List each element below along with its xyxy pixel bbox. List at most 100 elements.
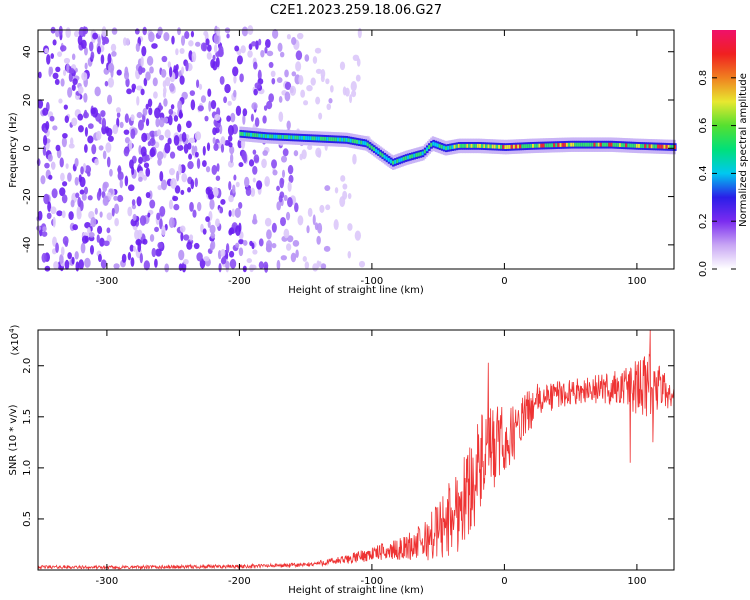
- spectrogram-noise-blob: [102, 37, 110, 45]
- spectrogram-noise-blob: [201, 160, 207, 167]
- spectrogram-noise-blob: [71, 53, 76, 61]
- spectrogram-noise-blob: [179, 225, 186, 233]
- spectrogram-noise-blob: [145, 103, 149, 110]
- spectrogram-noise-blob: [317, 222, 323, 234]
- spectrogram-signal-peak: [589, 142, 592, 147]
- spectrogram-signal-peak: [415, 153, 418, 157]
- spectrogram-noise-blob: [158, 134, 165, 141]
- spectrogram-noise-blob: [194, 131, 202, 141]
- spectrogram-noise-blob: [298, 75, 304, 85]
- spectrogram-x-tick-label: -100: [361, 276, 384, 287]
- spectrogram-noise-blob: [292, 240, 300, 247]
- spectrogram-noise-blob: [190, 99, 196, 111]
- snr-y-tick-label: 2.0: [22, 358, 33, 374]
- spectrogram-noise-blob: [238, 202, 243, 209]
- spectrogram-noise-blob: [231, 208, 235, 218]
- spectrogram-noise-blob: [83, 111, 89, 119]
- spectrogram-noise-blob: [105, 142, 112, 153]
- spectrogram-noise-blob: [173, 115, 179, 122]
- spectrogram-noise-blob: [168, 217, 175, 229]
- colorbar-tick-label: 0.4: [698, 165, 709, 181]
- spectrogram-noise-blob: [270, 70, 276, 78]
- spectrogram-signal-peak: [642, 144, 645, 148]
- spectrogram-signal-peak: [572, 142, 575, 147]
- spectrogram-signal-peak: [404, 156, 407, 160]
- spectrogram-noise-blob: [142, 26, 147, 36]
- spectrogram-signal-peak: [286, 135, 289, 140]
- spectrogram-noise-blob: [287, 181, 292, 192]
- spectrogram-signal-peak: [648, 144, 651, 149]
- spectrogram-noise-blob: [68, 143, 75, 149]
- spectrogram-noise-blob: [82, 26, 86, 37]
- spectrogram-signal-peak: [332, 137, 335, 142]
- spectrogram-noise-blob: [111, 51, 117, 57]
- spectrogram-noise-blob: [48, 174, 53, 180]
- spectrogram-noise-blob: [287, 196, 293, 208]
- spectrogram-signal-peak: [453, 144, 456, 149]
- spectrogram-noise-blob: [106, 227, 111, 234]
- spectrogram-noise-blob: [271, 77, 276, 85]
- spectrogram-signal-peak: [563, 142, 566, 147]
- spectrogram-noise-blob: [107, 135, 114, 142]
- spectrogram-noise-blob: [218, 45, 224, 56]
- spectrogram-noise-blob: [78, 259, 84, 270]
- spectrogram-noise-blob: [84, 144, 88, 153]
- spectrogram-noise-blob: [248, 159, 255, 167]
- spectrogram-noise-blob: [347, 192, 352, 200]
- spectrogram-noise-blob: [276, 77, 283, 83]
- spectrogram-noise-blob: [106, 212, 113, 221]
- spectrogram-noise-blob: [183, 234, 190, 241]
- spectrogram-noise-blob: [107, 77, 115, 88]
- spectrogram-signal-peak: [599, 142, 602, 147]
- spectrogram-signal-peak: [330, 137, 333, 142]
- spectrogram-noise-blob: [116, 69, 122, 76]
- spectrogram-noise-blob: [216, 163, 220, 172]
- spectrogram-noise-blob: [279, 191, 285, 199]
- spectrogram-noise-blob: [125, 77, 130, 88]
- spectrogram-noise-blob: [219, 75, 225, 85]
- spectrogram-noise-blob: [121, 253, 127, 263]
- colorbar: 0.0 0.2 0.4 0.6 0.8 Normalized spectral ampl…: [698, 30, 749, 277]
- spectrogram-signal-peak: [389, 159, 392, 164]
- spectrogram-signal-peak: [392, 160, 395, 165]
- spectrogram-noise-blob: [208, 100, 212, 112]
- spectrogram-signal-peak: [629, 143, 632, 148]
- spectrogram-noise-blob: [96, 191, 101, 201]
- spectrogram-noise-blob: [113, 195, 118, 201]
- spectrogram-noise-blob: [228, 250, 235, 258]
- spectrogram-noise-blob: [97, 225, 103, 235]
- spectrogram-noise-blob: [152, 77, 158, 87]
- spectrogram-signal-peak: [423, 149, 426, 154]
- spectrogram-noise-blob: [135, 42, 140, 52]
- spectrogram-noise-blob: [67, 252, 72, 260]
- spectrogram-signal-peak: [595, 142, 598, 147]
- spectrogram-noise-blob: [349, 94, 353, 104]
- spectrogram-signal-peak: [534, 143, 537, 148]
- spectrogram-noise-blob: [164, 129, 171, 139]
- spectrogram-noise-blob: [52, 39, 57, 46]
- spectrogram-noise-blob: [258, 238, 264, 247]
- spectrogram-noise-blob: [242, 114, 246, 125]
- spectrogram-noise-blob: [233, 74, 237, 84]
- spectrogram-noise-blob: [180, 232, 184, 242]
- spectrogram-noise-blob: [65, 27, 71, 39]
- spectrogram-noise-blob: [181, 66, 185, 75]
- spectrogram-noise-blob: [140, 88, 145, 96]
- spectrogram-noise-blob: [62, 236, 69, 246]
- spectrogram-y-tick-label: -40: [22, 237, 33, 253]
- spectrogram-noise-blob: [163, 32, 170, 42]
- spectrogram-signal-peak: [372, 147, 375, 151]
- spectrogram-signal-peak: [438, 144, 441, 149]
- spectrogram-noise-blob: [228, 180, 232, 191]
- spectrogram-signal-peak: [459, 143, 462, 148]
- spectrogram-noise-blob: [188, 40, 194, 47]
- spectrogram-signal-peak: [273, 134, 276, 139]
- spectrogram-noise-blob: [142, 174, 148, 181]
- spectrogram-noise-blob: [213, 143, 219, 151]
- spectrogram-signal-peak: [657, 144, 660, 149]
- spectrogram-noise-blob: [78, 174, 82, 183]
- spectrogram-noise-blob: [229, 258, 237, 269]
- spectrogram-signal-peak: [627, 143, 630, 148]
- spectrogram-noise-blob: [41, 231, 48, 237]
- spectrogram-signal-peak: [515, 144, 517, 149]
